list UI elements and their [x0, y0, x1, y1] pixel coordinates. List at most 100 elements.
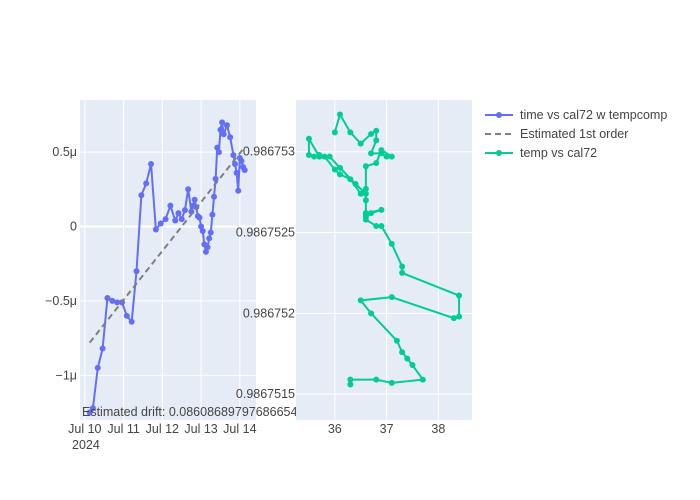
tempcomp-data-point: [175, 210, 182, 217]
tempcomp-data-point: [94, 364, 101, 371]
tempcomp-data-point: [206, 235, 213, 242]
left-y-tick-label: −0.5μ: [45, 294, 77, 308]
temp-data-point: [357, 190, 364, 197]
tempcomp-data-point: [143, 180, 150, 187]
temp-data-point: [337, 111, 343, 118]
temp-data-point: [456, 292, 463, 299]
temp-data-point: [388, 379, 395, 386]
right-x-tick-label: 37: [380, 422, 394, 436]
tempcomp-data-point: [89, 405, 96, 412]
right-series-layer: [305, 111, 463, 388]
tempcomp-data-point: [178, 216, 185, 223]
temp-data-point: [305, 151, 312, 158]
legend-item-estimated[interactable]: Estimated 1st order: [485, 127, 628, 141]
temp-data-point: [388, 240, 395, 247]
temp-data-point: [383, 153, 390, 160]
temp-data-point: [373, 376, 380, 383]
left-y-tick-label: −1μ: [56, 368, 77, 382]
tempcomp-data-point: [196, 214, 203, 221]
tempcomp-data-point: [86, 409, 93, 416]
left-subplot: Jul 10 Jul 11 Jul 12 Jul 13 Jul 14 0.5μ 0 −0.5μ…: [45, 100, 346, 452]
temp-data-point: [347, 381, 354, 388]
temp-data-point: [378, 147, 385, 154]
left-tick-labels: Jul 10 Jul 11 Jul 12 Jul 13 Jul 14 0.5μ 0 −0.5μ…: [45, 145, 256, 436]
temp-data-point: [347, 129, 354, 136]
tempcomp-data-point: [233, 169, 240, 176]
left-x-tick-label: Jul 10: [68, 422, 101, 436]
right-x-tick-label: 38: [431, 422, 445, 436]
tempcomp-data-point: [104, 294, 111, 301]
temp-data-point: [456, 313, 463, 320]
tempcomp-data-point: [211, 193, 218, 200]
tempcomp-data-point: [123, 312, 130, 319]
legend-marker-temp: [496, 150, 502, 156]
temp-data-point: [388, 153, 395, 160]
tempcomp-data-point: [223, 122, 230, 129]
tempcomp-data-point: [167, 202, 174, 209]
tempcomp-data-point: [207, 229, 214, 236]
tempcomp-data-point: [157, 220, 164, 227]
legend-label-tempcomp: time vs cal72 w tempcomp: [520, 108, 667, 122]
temp-data-point: [399, 349, 406, 356]
temp-data-point: [450, 315, 457, 322]
legend-item-temp[interactable]: temp vs cal72: [485, 146, 597, 160]
legend-item-tempcomp[interactable]: time vs cal72 w tempcomp: [485, 108, 667, 122]
temp-data-point: [337, 164, 343, 171]
left-y-tick-label: 0: [70, 220, 77, 234]
legend-label-temp: temp vs cal72: [520, 146, 597, 160]
temp-data-point: [378, 223, 385, 230]
temp-data-point: [393, 337, 400, 344]
tempcomp-data-point: [109, 297, 116, 304]
tempcomp-data-point: [148, 161, 155, 167]
temp-data-point: [362, 216, 369, 223]
tempcomp-data-point: [172, 217, 179, 224]
right-tick-labels: 36 37 38 0.986753 0.9867525 0.986752 0.9867515: [236, 145, 445, 436]
tempcomp-data-point: [238, 158, 245, 165]
temp-data-point: [368, 310, 375, 317]
tempcomp-data-point: [212, 175, 219, 182]
estimated-trend-line: [88, 148, 244, 344]
temp-data-point: [368, 130, 375, 137]
temp-data-point: [316, 153, 323, 160]
temp-data-point: [321, 153, 328, 160]
temp-data-point: [305, 135, 312, 142]
temp-data-point: [388, 294, 395, 301]
right-y-tick-label: 0.9867515: [236, 387, 295, 401]
left-plot-background: [80, 100, 256, 420]
tempcomp-data-point: [128, 318, 135, 325]
tempcomp-data-point: [181, 207, 188, 214]
temp-data-point: [352, 181, 359, 188]
tempcomp-data-point: [133, 268, 140, 275]
tempcomp-data-point: [162, 216, 169, 223]
drift-annotation: Estimated drift: 0.08608689797686654 ppb…: [82, 405, 346, 419]
temp-data-point: [368, 150, 375, 157]
temp-data-point: [373, 223, 380, 230]
tempcomp-data-point: [235, 187, 242, 194]
tempcomp-data-point: [241, 166, 248, 173]
tempcomp-data-point: [219, 119, 226, 126]
left-x-tick-label: Jul 13: [184, 422, 217, 436]
right-subplot: 36 37 38 0.986753 0.9867525 0.986752 0.9867515: [236, 100, 472, 436]
temp-data-point: [368, 210, 375, 217]
temp-data-point: [357, 140, 364, 147]
tempcomp-data-point: [220, 131, 227, 138]
temp-data-point: [311, 153, 318, 160]
temp-data-point: [373, 127, 380, 134]
tempcomp-data-point: [199, 227, 206, 234]
right-y-tick-label: 0.9867525: [236, 226, 295, 240]
left-y-tick-label: 0.5μ: [52, 145, 77, 159]
left-series-layer: [86, 119, 248, 416]
temp-data-point: [409, 362, 416, 369]
right-plot-background: [296, 100, 472, 420]
temp-data-point: [362, 185, 369, 192]
right-y-tick-label: 0.986753: [243, 145, 295, 159]
temp-data-point: [373, 137, 380, 144]
left-x-tick-label: Jul 12: [146, 422, 179, 436]
left-x-tick-label: Jul 11: [107, 422, 139, 436]
temp-data-point: [362, 190, 369, 197]
temp-data-point: [347, 376, 354, 383]
temp-data-point: [419, 376, 426, 383]
tempcomp-data-point: [215, 149, 222, 156]
temp-data-point: [337, 171, 343, 178]
